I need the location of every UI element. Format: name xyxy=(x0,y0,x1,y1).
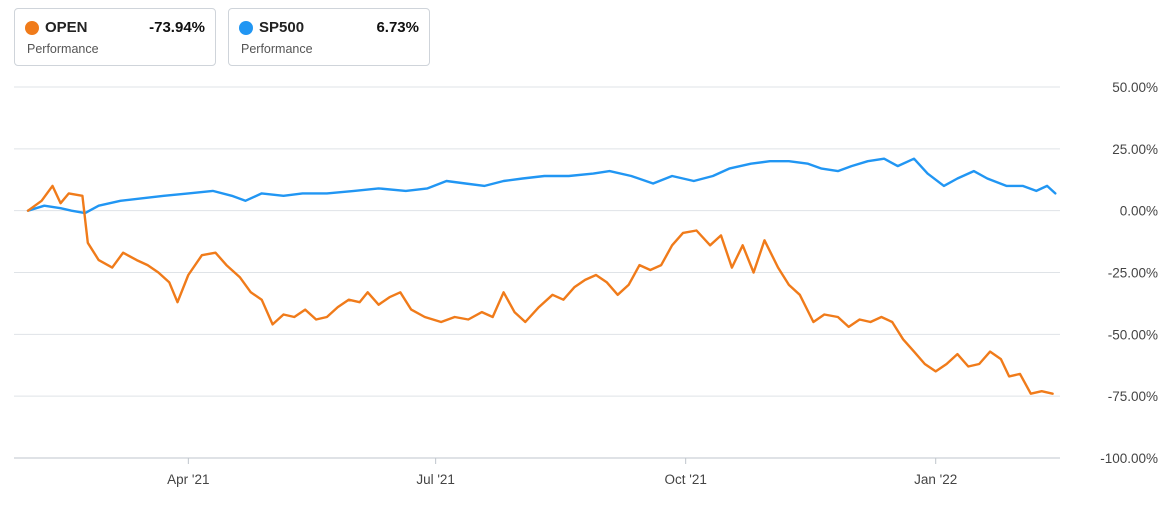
grid-lines xyxy=(14,86,1060,459)
legend-series-subtitle: Performance xyxy=(241,42,313,56)
series-lines xyxy=(26,157,1057,395)
legend-series-name: OPEN xyxy=(45,19,88,36)
x-tick-label: Jul '21 xyxy=(416,472,455,487)
series-line-sp500 xyxy=(26,157,1057,215)
series-line-open xyxy=(26,184,1054,395)
x-tick-label: Jan '22 xyxy=(914,472,957,487)
y-tick-label: -50.00% xyxy=(1108,327,1158,342)
legend-card-open[interactable]: OPEN -73.94% Performance xyxy=(14,8,216,66)
y-tick-label: -100.00% xyxy=(1100,451,1158,466)
y-tick-label: -75.00% xyxy=(1108,389,1158,404)
y-axis-ticks: 50.00% 25.00% 0.00% -25.00% -50.00% -75.00% -1… xyxy=(1100,80,1158,466)
y-tick-label: 25.00% xyxy=(1112,142,1158,157)
y-tick-label: 0.00% xyxy=(1120,204,1158,219)
legend-card-sp500[interactable]: SP500 6.73% Performance xyxy=(228,8,430,66)
y-tick-label: 50.00% xyxy=(1112,80,1158,95)
y-tick-label: -25.00% xyxy=(1108,266,1158,281)
legend-series-subtitle: Performance xyxy=(27,42,99,56)
legend-series-name: SP500 xyxy=(259,19,305,36)
legend-series-value: 6.73% xyxy=(376,19,419,36)
series-color-dot xyxy=(239,21,253,35)
series-color-dot xyxy=(25,21,39,35)
x-axis-ticks: Apr '21 Jul '21 Oct '21 Jan '22 xyxy=(167,458,957,487)
x-tick-label: Apr '21 xyxy=(167,472,209,487)
x-tick-label: Oct '21 xyxy=(664,472,706,487)
legend-series-value: -73.94% xyxy=(149,19,205,36)
